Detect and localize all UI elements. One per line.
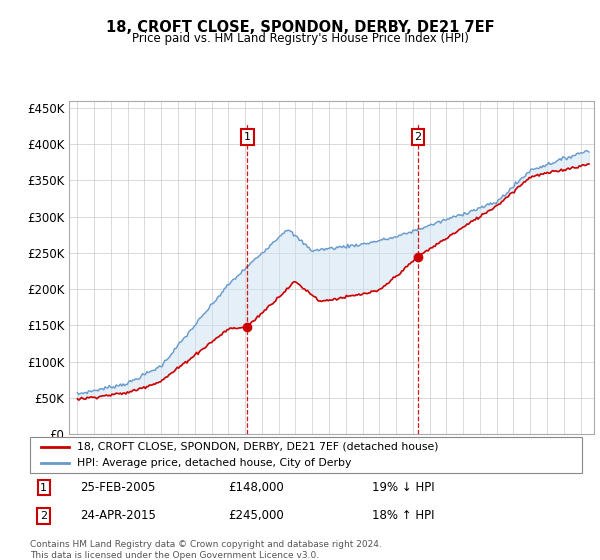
Text: 1: 1 [244,132,251,142]
Text: 18, CROFT CLOSE, SPONDON, DERBY, DE21 7EF: 18, CROFT CLOSE, SPONDON, DERBY, DE21 7E… [106,20,494,35]
Text: 18, CROFT CLOSE, SPONDON, DERBY, DE21 7EF (detached house): 18, CROFT CLOSE, SPONDON, DERBY, DE21 7E… [77,442,439,452]
Text: £245,000: £245,000 [229,510,284,522]
Text: 2: 2 [415,132,422,142]
Text: 18% ↑ HPI: 18% ↑ HPI [372,510,435,522]
Text: 19% ↓ HPI: 19% ↓ HPI [372,481,435,494]
Text: HPI: Average price, detached house, City of Derby: HPI: Average price, detached house, City… [77,458,351,468]
Text: £148,000: £148,000 [229,481,284,494]
Text: Price paid vs. HM Land Registry's House Price Index (HPI): Price paid vs. HM Land Registry's House … [131,32,469,45]
Text: 24-APR-2015: 24-APR-2015 [80,510,155,522]
Text: 2: 2 [40,511,47,521]
Text: 1: 1 [40,483,47,493]
Text: Contains HM Land Registry data © Crown copyright and database right 2024.
This d: Contains HM Land Registry data © Crown c… [30,540,382,560]
FancyBboxPatch shape [30,437,582,473]
Text: 25-FEB-2005: 25-FEB-2005 [80,481,155,494]
